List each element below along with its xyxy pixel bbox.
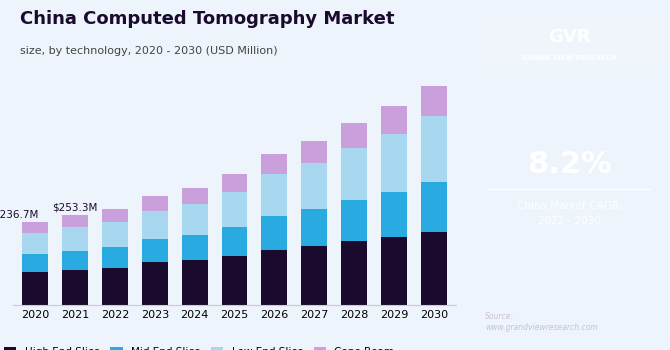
Bar — [261, 154, 287, 174]
Bar — [302, 141, 327, 163]
Bar — [62, 228, 88, 251]
Legend: High End Slice, Mid End Slice, Low End Slice, Cone Beam: High End Slice, Mid End Slice, Low End S… — [0, 342, 399, 350]
Text: China Computed Tomography Market: China Computed Tomography Market — [20, 10, 395, 28]
Bar — [22, 222, 48, 233]
Bar — [182, 203, 208, 235]
Bar — [261, 216, 287, 250]
Bar — [261, 250, 287, 304]
Bar — [22, 272, 48, 304]
Bar — [302, 246, 327, 304]
Text: size, by technology, 2020 - 2030 (USD Million): size, by technology, 2020 - 2030 (USD Mi… — [20, 46, 278, 56]
Bar — [341, 200, 367, 242]
Bar — [421, 86, 447, 117]
Bar — [302, 209, 327, 246]
Bar — [302, 163, 327, 209]
Text: $253.3M: $253.3M — [52, 203, 98, 213]
Bar — [341, 123, 367, 148]
Bar — [142, 211, 168, 239]
Bar — [341, 241, 367, 304]
Bar — [102, 268, 128, 304]
FancyBboxPatch shape — [477, 14, 662, 66]
Bar — [381, 134, 407, 192]
Bar — [381, 106, 407, 134]
Bar — [182, 188, 208, 203]
Bar — [261, 174, 287, 216]
Text: China Market CAGR,
2022 - 2030: China Market CAGR, 2022 - 2030 — [517, 202, 622, 225]
Bar — [421, 232, 447, 304]
Bar — [22, 254, 48, 272]
Bar — [421, 182, 447, 232]
Bar — [182, 260, 208, 304]
Text: $236.7M: $236.7M — [0, 210, 38, 219]
Text: Source:
www.grandviewresearch.com: Source: www.grandviewresearch.com — [485, 312, 598, 332]
Text: GRAND VIEW RESEARCH: GRAND VIEW RESEARCH — [522, 55, 617, 61]
Bar — [102, 247, 128, 268]
Bar — [102, 222, 128, 247]
Text: 8.2%: 8.2% — [527, 150, 612, 179]
Bar — [222, 174, 247, 192]
Bar — [142, 196, 168, 211]
Bar — [62, 270, 88, 304]
Bar — [62, 215, 88, 228]
Bar — [222, 256, 247, 304]
Bar — [22, 233, 48, 254]
Bar — [381, 192, 407, 237]
Bar — [381, 237, 407, 304]
Bar — [222, 228, 247, 256]
Bar — [62, 251, 88, 270]
Bar — [341, 148, 367, 200]
Bar — [102, 209, 128, 222]
Bar — [142, 239, 168, 262]
Text: GVR: GVR — [548, 28, 591, 46]
Bar — [421, 117, 447, 182]
Bar — [142, 262, 168, 304]
Bar — [182, 235, 208, 260]
Bar — [222, 192, 247, 228]
